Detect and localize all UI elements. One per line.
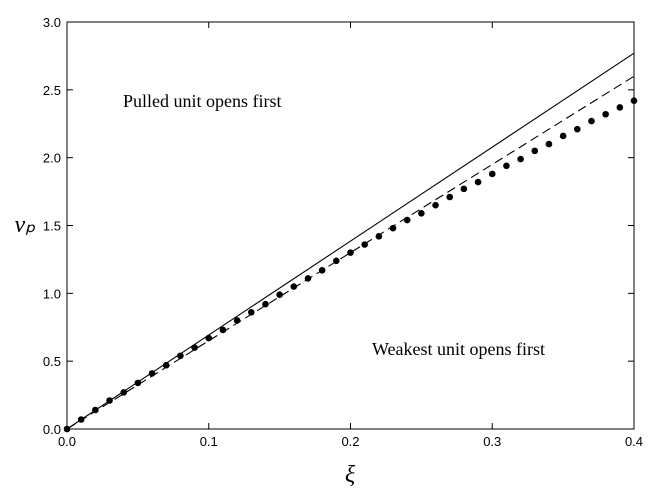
data-point <box>432 201 439 209</box>
data-point <box>318 266 326 274</box>
data-point <box>162 361 170 369</box>
data-point <box>148 370 156 377</box>
y-tick-label: 2.5 <box>43 83 61 98</box>
data-point <box>177 352 184 360</box>
y-tick-label: 0.0 <box>43 422 61 437</box>
data-point <box>205 334 213 342</box>
data-point <box>233 317 241 324</box>
y-axis-label: vₚ <box>15 212 37 238</box>
x-tick-label: 0.3 <box>483 434 501 449</box>
plot-frame <box>66 21 635 430</box>
data-point <box>361 241 368 248</box>
data-point <box>347 249 354 256</box>
series-line <box>66 52 635 430</box>
data-point <box>630 97 638 104</box>
data-point <box>120 389 127 396</box>
data-point <box>602 110 609 118</box>
data-point <box>106 397 113 404</box>
data-point <box>488 170 496 178</box>
data-point <box>134 379 142 387</box>
data-point <box>247 309 255 316</box>
x-tick-label: 0.0 <box>58 434 76 449</box>
y-tick-label: 1.5 <box>43 219 61 234</box>
data-point <box>92 406 99 414</box>
x-tick-label: 0.2 <box>341 434 359 449</box>
data-point <box>63 425 71 433</box>
data-point <box>375 233 383 240</box>
data-point <box>616 104 624 111</box>
data-point <box>418 209 425 217</box>
data-point <box>276 291 283 298</box>
data-point <box>389 224 397 232</box>
x-tick-label: 0.1 <box>200 434 218 449</box>
data-point <box>446 193 454 201</box>
data-point <box>559 132 567 140</box>
x-tick-label: 0.4 <box>625 434 643 449</box>
y-tick-label: 2.0 <box>43 151 61 166</box>
data-point <box>574 125 581 133</box>
data-point <box>262 300 269 308</box>
data-point <box>503 162 510 170</box>
data-point <box>588 117 595 125</box>
y-tick-label: 0.5 <box>43 354 61 369</box>
data-point <box>474 178 482 186</box>
data-point <box>191 344 198 351</box>
data-point <box>77 416 85 423</box>
data-point <box>333 257 340 265</box>
annotation: Pulled unit opens first <box>123 91 282 111</box>
data-point <box>403 216 411 224</box>
annotation: Weakest unit opens first <box>372 339 545 359</box>
data-point <box>219 326 227 334</box>
data-point <box>517 155 524 163</box>
y-tick-label: 1.0 <box>43 286 61 301</box>
data-point <box>531 147 539 155</box>
y-tick-label: 3.0 <box>43 15 61 30</box>
data-point <box>545 140 553 148</box>
data-point <box>460 185 468 193</box>
data-point <box>290 283 298 290</box>
data-point <box>304 275 312 282</box>
x-axis-label: ξ <box>345 462 356 488</box>
